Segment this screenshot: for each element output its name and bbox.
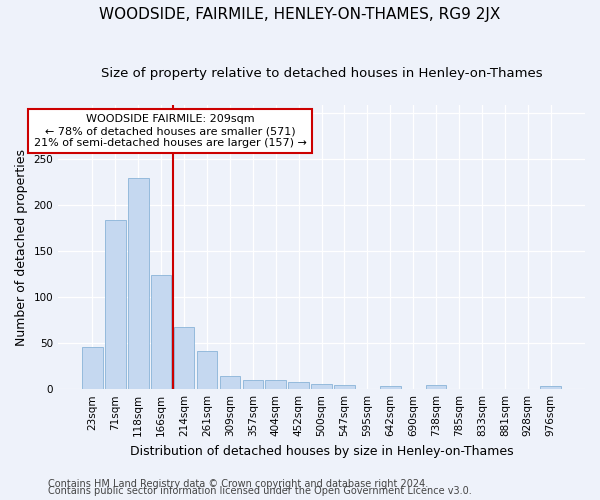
Bar: [380, 386, 401, 389]
Bar: [265, 380, 286, 389]
Text: Contains HM Land Registry data © Crown copyright and database right 2024.: Contains HM Land Registry data © Crown c…: [48, 479, 428, 489]
Bar: [334, 384, 355, 389]
Bar: [82, 347, 103, 389]
Bar: [105, 220, 125, 389]
Bar: [289, 382, 309, 389]
Bar: [426, 386, 446, 389]
Bar: [197, 352, 217, 389]
X-axis label: Distribution of detached houses by size in Henley-on-Thames: Distribution of detached houses by size …: [130, 444, 514, 458]
Bar: [541, 386, 561, 389]
Text: WOODSIDE, FAIRMILE, HENLEY-ON-THAMES, RG9 2JX: WOODSIDE, FAIRMILE, HENLEY-ON-THAMES, RG…: [100, 8, 500, 22]
Text: WOODSIDE FAIRMILE: 209sqm
← 78% of detached houses are smaller (571)
21% of semi: WOODSIDE FAIRMILE: 209sqm ← 78% of detac…: [34, 114, 307, 148]
Bar: [174, 328, 194, 389]
Bar: [311, 384, 332, 389]
Bar: [242, 380, 263, 389]
Bar: [128, 178, 149, 389]
Text: Contains public sector information licensed under the Open Government Licence v3: Contains public sector information licen…: [48, 486, 472, 496]
Y-axis label: Number of detached properties: Number of detached properties: [15, 148, 28, 346]
Bar: [220, 376, 240, 389]
Bar: [151, 275, 172, 389]
Title: Size of property relative to detached houses in Henley-on-Thames: Size of property relative to detached ho…: [101, 68, 542, 80]
